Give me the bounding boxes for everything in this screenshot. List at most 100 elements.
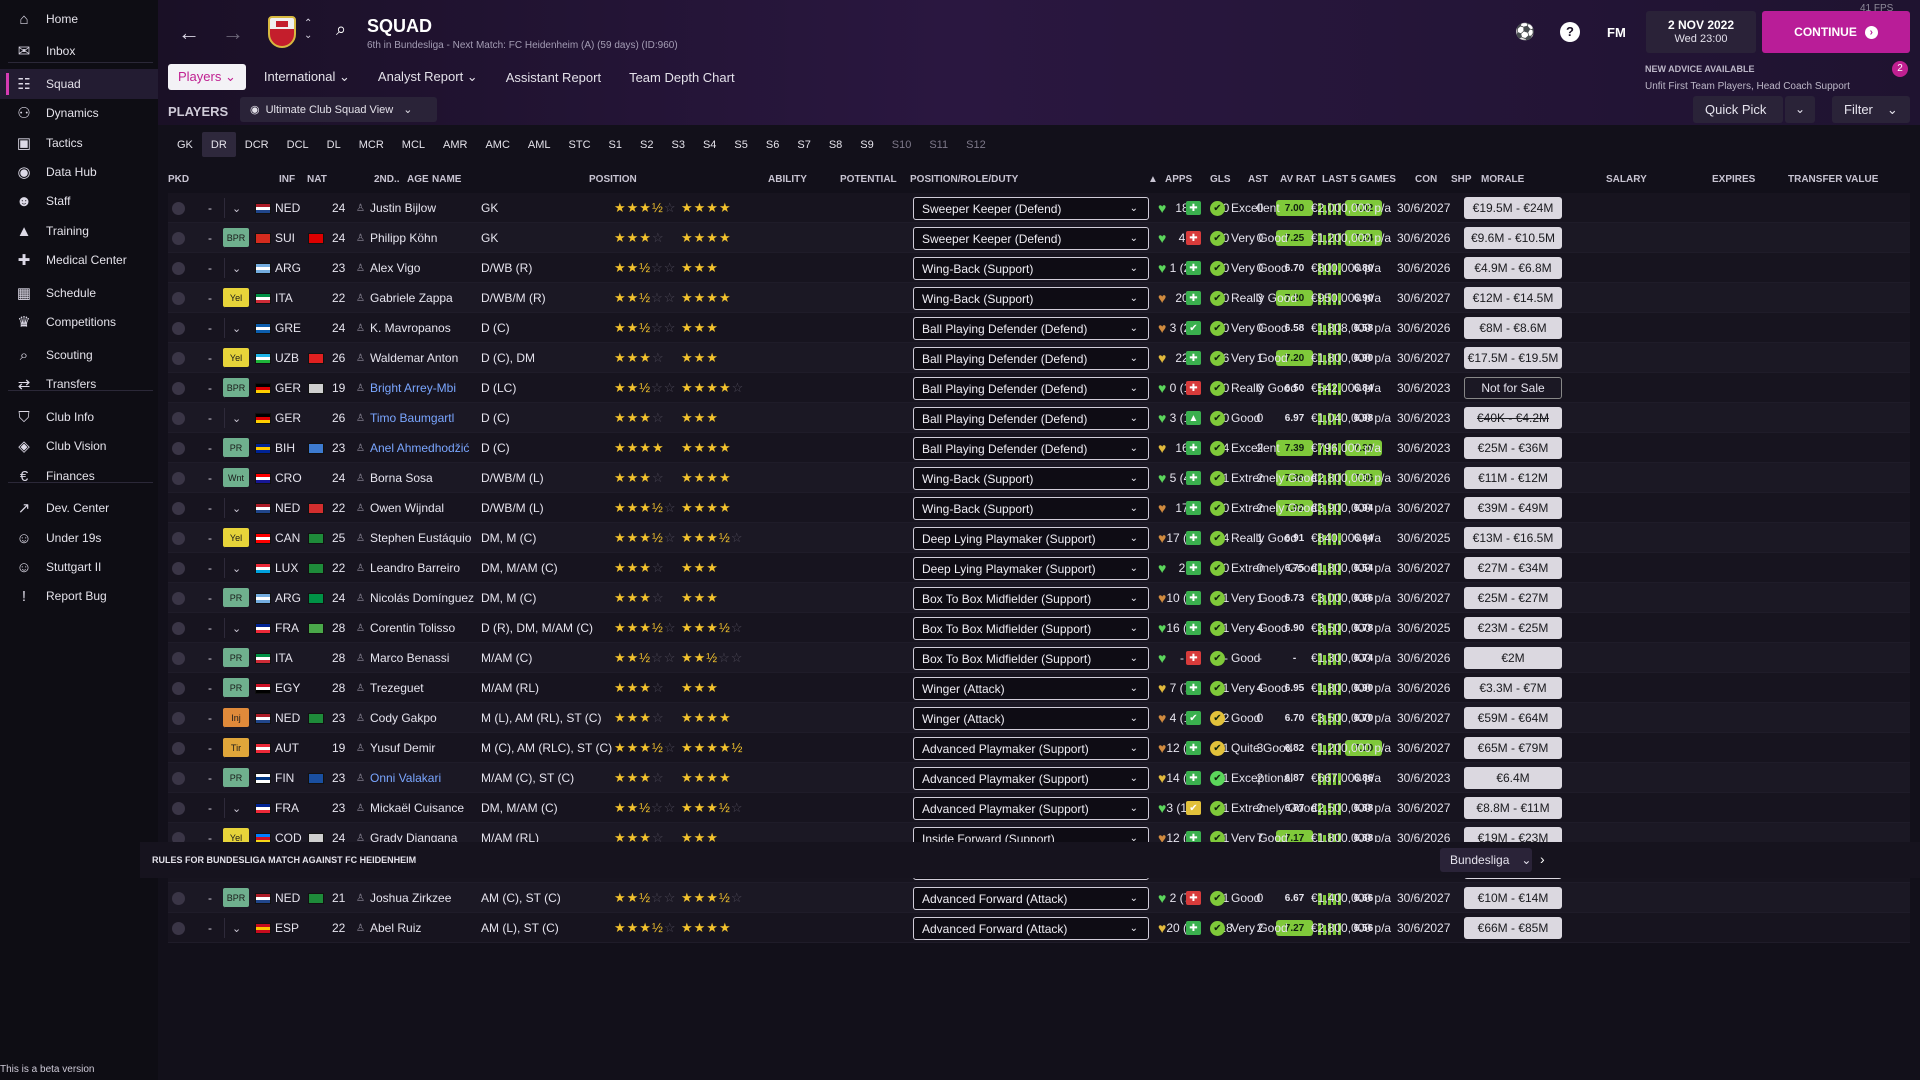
info-badge[interactable]: Yel <box>223 288 249 307</box>
club-badge[interactable] <box>268 16 296 48</box>
social-icon[interactable]: ⚽ <box>1515 22 1535 42</box>
col-role[interactable]: POSITION/ROLE/DUTY <box>910 174 1018 185</box>
competition-dropdown[interactable]: Bundesliga ⌄ <box>1440 848 1532 872</box>
position-filter-dcl[interactable]: DCL <box>278 132 318 157</box>
player-name[interactable]: Leandro Barreiro <box>370 553 460 583</box>
player-name[interactable]: Abel Ruiz <box>370 913 421 943</box>
position-filter-s10[interactable]: S10 <box>883 132 921 157</box>
pkd-value[interactable]: - <box>208 223 212 253</box>
transfer-value-button[interactable]: €25M - €27M <box>1464 587 1562 609</box>
role-duty-dropdown[interactable]: Ball Playing Defender (Defend) ⌄ <box>913 347 1149 370</box>
role-duty-dropdown[interactable]: Advanced Playmaker (Support) ⌄ <box>913 737 1149 760</box>
position-filter-s12[interactable]: S12 <box>957 132 995 157</box>
transfer-value-button[interactable]: €12M - €14.5M <box>1464 287 1562 309</box>
chevron-down-icon[interactable]: ⌄ <box>232 403 241 433</box>
pkd-value[interactable]: - <box>208 583 212 613</box>
pick-checkbox[interactable] <box>172 892 185 905</box>
role-duty-dropdown[interactable]: Box To Box Midfielder (Support) ⌄ <box>913 647 1149 670</box>
pkd-value[interactable]: - <box>208 673 212 703</box>
pick-checkbox[interactable] <box>172 232 185 245</box>
pkd-value[interactable]: - <box>208 373 212 403</box>
transfer-value-button[interactable]: €27M - €34M <box>1464 557 1562 579</box>
player-name[interactable]: Timo Baumgartl <box>370 403 454 433</box>
transfer-value-button[interactable]: €59M - €64M <box>1464 707 1562 729</box>
pick-checkbox[interactable] <box>172 562 185 575</box>
table-row[interactable]: - ⌄ FRA 28 ♙ Corentin Tolisso D (R), DM,… <box>168 613 1910 643</box>
position-filter-dcr[interactable]: DCR <box>236 132 278 157</box>
pkd-value[interactable]: - <box>208 193 212 223</box>
col-morale[interactable]: MORALE <box>1481 174 1524 185</box>
tab-players[interactable]: Players ⌄ <box>168 64 246 90</box>
help-icon[interactable]: ? <box>1560 22 1580 42</box>
player-name[interactable]: Justin Bijlow <box>370 193 436 223</box>
info-badge[interactable]: PR <box>223 648 249 667</box>
info-badge[interactable]: PR <box>223 588 249 607</box>
pkd-value[interactable]: - <box>208 463 212 493</box>
sidebar-item-dynamics[interactable]: ⚇ Dynamics <box>0 98 158 128</box>
table-row[interactable]: - ⌄ GRE 24 ♙ K. Mavropanos D (C) ★★½ ☆☆ ★… <box>168 313 1910 343</box>
role-duty-dropdown[interactable]: Advanced Playmaker (Support) ⌄ <box>913 797 1149 820</box>
transfer-value-button[interactable]: €13M - €16.5M <box>1464 527 1562 549</box>
pick-checkbox[interactable] <box>172 412 185 425</box>
pick-checkbox[interactable] <box>172 202 185 215</box>
pick-checkbox[interactable] <box>172 532 185 545</box>
pkd-value[interactable]: - <box>208 793 212 823</box>
tab-international[interactable]: International ⌄ <box>254 64 360 90</box>
role-duty-dropdown[interactable]: Ball Playing Defender (Defend) ⌄ <box>913 437 1149 460</box>
pick-checkbox[interactable] <box>172 652 185 665</box>
pkd-value[interactable]: - <box>208 553 212 583</box>
transfer-value-button[interactable]: €10M - €14M <box>1464 887 1562 909</box>
position-filter-amr[interactable]: AMR <box>434 132 476 157</box>
role-duty-dropdown[interactable]: Wing-Back (Support) ⌄ <box>913 497 1149 520</box>
info-badge[interactable]: BPR <box>223 888 249 907</box>
col-salary[interactable]: SALARY <box>1606 174 1647 185</box>
transfer-value-button[interactable]: €4.9M - €6.8M <box>1464 257 1562 279</box>
col-expires[interactable]: EXPIRES <box>1712 174 1755 185</box>
position-filter-dr[interactable]: DR <box>202 132 236 157</box>
role-duty-dropdown[interactable]: Advanced Forward (Attack) ⌄ <box>913 887 1149 910</box>
transfer-value-button[interactable]: €65M - €79M <box>1464 737 1562 759</box>
sidebar-item-competitions[interactable]: ♛ Competitions <box>0 307 158 337</box>
chevron-right-icon[interactable]: › <box>1540 851 1545 867</box>
sidebar-item-home[interactable]: ⌂ Home <box>0 4 158 34</box>
chevron-down-icon[interactable]: ⌄ <box>232 553 241 583</box>
position-filter-mcr[interactable]: MCR <box>350 132 393 157</box>
sidebar-item-club-vision[interactable]: ◈ Club Vision <box>0 431 158 461</box>
role-duty-dropdown[interactable]: Box To Box Midfielder (Support) ⌄ <box>913 617 1149 640</box>
transfer-value-button[interactable]: €2M <box>1464 647 1562 669</box>
table-row[interactable]: - ⌄ BPR GER 19 ♙ Bright Arrey-Mbi D (LC)… <box>168 373 1910 403</box>
role-duty-dropdown[interactable]: Winger (Attack) ⌄ <box>913 707 1149 730</box>
table-row[interactable]: - ⌄ Yel CAN 25 ♙ Stephen Eustáquio DM, M… <box>168 523 1910 553</box>
position-filter-s5[interactable]: S5 <box>725 132 756 157</box>
sidebar-item-staff[interactable]: ☻ Staff <box>0 186 158 216</box>
pick-checkbox[interactable] <box>172 502 185 515</box>
sidebar-item-report-bug[interactable]: ! Report Bug <box>0 581 158 611</box>
advice-title[interactable]: NEW ADVICE AVAILABLE <box>1645 64 1755 74</box>
club-switch-icon[interactable]: ⌃ ⌄ <box>304 18 312 42</box>
pkd-value[interactable]: - <box>208 613 212 643</box>
role-duty-dropdown[interactable]: Wing-Back (Support) ⌄ <box>913 287 1149 310</box>
position-filter-s4[interactable]: S4 <box>694 132 725 157</box>
search-icon[interactable]: ⌕ <box>336 19 346 40</box>
pick-checkbox[interactable] <box>172 262 185 275</box>
transfer-value-button[interactable]: €9.6M - €10.5M <box>1464 227 1562 249</box>
chevron-down-icon[interactable]: ⌄ <box>232 313 241 343</box>
sidebar-item-under-19s[interactable]: ☺ Under 19s <box>0 523 158 553</box>
player-name[interactable]: Anel Ahmedhodžić <box>370 433 469 463</box>
col-name[interactable]: NAME <box>432 174 461 185</box>
player-name[interactable]: Philipp Köhn <box>370 223 437 253</box>
forward-arrow-icon[interactable]: → <box>222 20 244 46</box>
role-duty-dropdown[interactable]: Deep Lying Playmaker (Support) ⌄ <box>913 527 1149 550</box>
info-badge[interactable]: Yel <box>223 348 249 367</box>
table-row[interactable]: - ⌄ FRA 23 ♙ Mickaël Cuisance DM, M/AM (… <box>168 793 1910 823</box>
pkd-value[interactable]: - <box>208 913 212 943</box>
info-badge[interactable]: Yel <box>223 528 249 547</box>
position-filter-s9[interactable]: S9 <box>851 132 882 157</box>
player-name[interactable]: Corentin Tolisso <box>370 613 455 643</box>
player-name[interactable]: Stephen Eustáquio <box>370 523 471 553</box>
pkd-value[interactable]: - <box>208 643 212 673</box>
col-condition[interactable]: CON <box>1415 174 1437 185</box>
pkd-value[interactable]: - <box>208 253 212 283</box>
tab-assistant-report[interactable]: Assistant Report <box>496 64 611 90</box>
info-badge[interactable]: BPR <box>223 228 249 247</box>
